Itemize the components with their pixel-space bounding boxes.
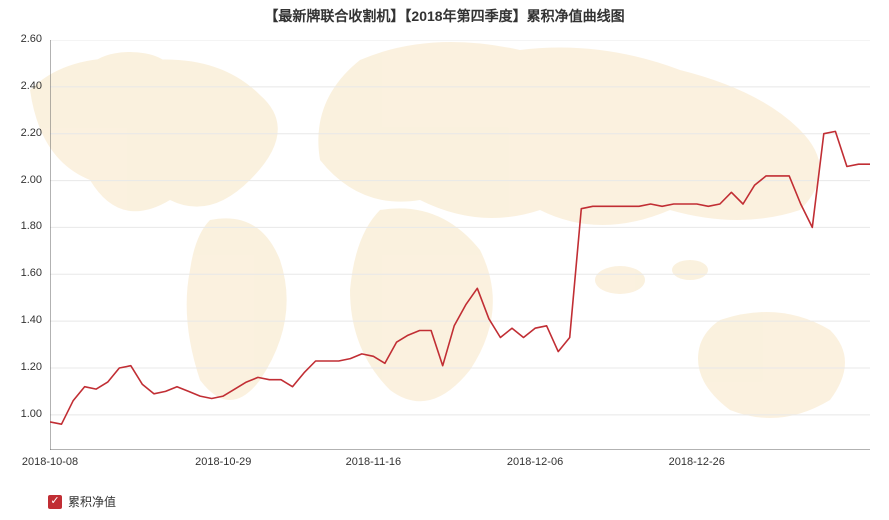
y-tick-label: 2.20 [0,127,42,139]
x-tick-label: 2018-12-06 [507,456,563,468]
x-tick-label: 2018-10-08 [22,456,78,468]
legend-swatch [48,495,62,509]
y-tick-label: 1.60 [0,267,42,279]
legend[interactable]: 累积净值 [48,493,116,510]
y-tick-label: 2.00 [0,174,42,186]
legend-label: 累积净值 [68,493,116,510]
y-tick-label: 1.00 [0,408,42,420]
x-tick-label: 2018-12-26 [669,456,725,468]
y-tick-label: 2.40 [0,80,42,92]
chart-title: 【最新牌联合收割机】【2018年第四季度】累积净值曲线图 [0,6,889,26]
series-line [50,131,870,424]
y-tick-label: 1.80 [0,220,42,232]
line-chart [50,40,870,450]
y-tick-label: 2.60 [0,33,42,45]
x-tick-label: 2018-10-29 [195,456,251,468]
y-tick-label: 1.40 [0,314,42,326]
x-tick-label: 2018-11-16 [346,456,401,468]
y-tick-label: 1.20 [0,361,42,373]
